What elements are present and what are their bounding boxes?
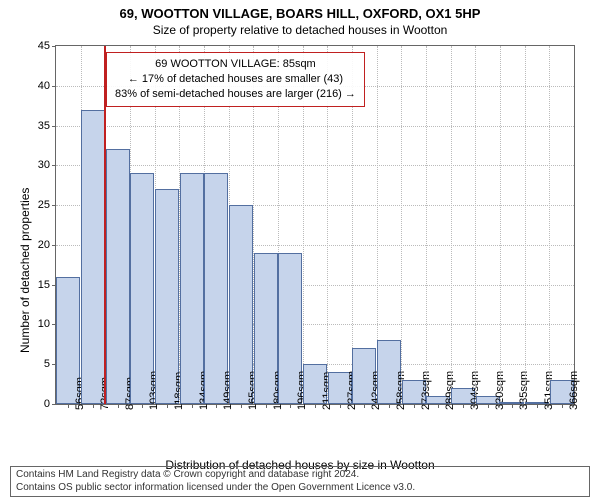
y-tick-label: 15 [38,279,56,291]
x-tick-label: 273sqm [418,371,432,410]
grid-line [56,126,574,127]
annotation-line3: 83% of semi-detached houses are larger (… [115,87,356,102]
y-tick-label: 10 [38,318,56,330]
histogram-bar [106,149,130,404]
histogram-bar [204,173,228,404]
y-tick-label: 20 [38,239,56,251]
annotation-line2: ← 17% of detached houses are smaller (43… [115,72,356,87]
histogram-bar [81,110,105,404]
y-tick-label: 5 [44,358,56,370]
y-axis-label: Number of detached properties [18,188,32,353]
y-tick-label: 40 [38,80,56,92]
chart-subtitle: Size of property relative to detached ho… [0,23,600,37]
grid-line [525,46,526,404]
grid-line [426,46,427,404]
annotation-box: 69 WOOTTON VILLAGE: 85sqm ← 17% of detac… [106,52,365,107]
x-tick-label: 320sqm [492,371,506,410]
grid-line [549,46,550,404]
grid-line [451,46,452,404]
grid-line [401,46,402,404]
grid-line [475,46,476,404]
annotation-line1: 69 WOOTTON VILLAGE: 85sqm [115,57,356,72]
histogram-bar [130,173,154,404]
y-tick-label: 25 [38,199,56,211]
y-tick-label: 30 [38,159,56,171]
chart-title: 69, WOOTTON VILLAGE, BOARS HILL, OXFORD,… [0,6,600,21]
grid-line [500,46,501,404]
plot-area: 05101520253035404556sqm72sqm87sqm103sqm1… [55,45,575,405]
x-tick-label: 304sqm [467,371,481,410]
x-tick-label: 335sqm [516,371,530,410]
footer-line2: Contains OS public sector information li… [16,482,584,495]
chart-container: 69, WOOTTON VILLAGE, BOARS HILL, OXFORD,… [0,0,600,500]
histogram-bar [180,173,204,404]
y-tick-label: 0 [44,398,56,410]
x-tick-label: 366sqm [566,371,580,410]
grid-line [56,165,574,166]
y-tick-label: 35 [38,120,56,132]
attribution-footer: Contains HM Land Registry data © Crown c… [10,466,590,497]
y-tick-label: 45 [38,40,56,52]
footer-line1: Contains HM Land Registry data © Crown c… [16,469,584,482]
